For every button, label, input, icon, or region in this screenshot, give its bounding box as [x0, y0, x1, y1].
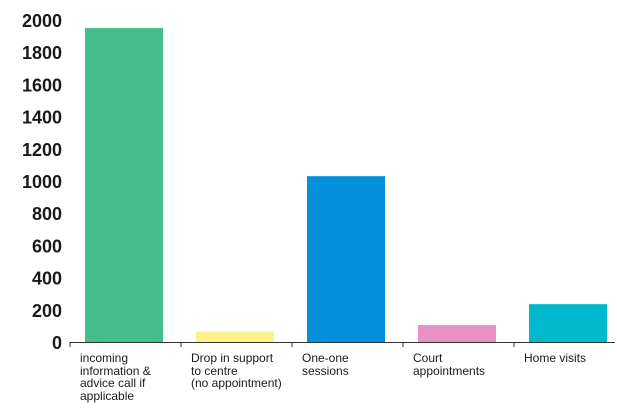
bar [418, 325, 496, 342]
y-tick-label: 1200 [22, 140, 62, 160]
bar [85, 28, 163, 343]
y-tick-label: 1400 [22, 108, 62, 128]
y-tick-label: 0 [52, 333, 62, 353]
y-tick-label: 1000 [22, 172, 62, 192]
x-axis [69, 342, 615, 347]
bars [85, 28, 607, 343]
y-tick-label: 400 [32, 269, 62, 289]
bar [307, 176, 385, 342]
y-axis-tick-labels: 0 200 400 600 800 1000 1200 1400 1600 1800 2000 [22, 11, 62, 353]
x-category-label: Home visits [524, 351, 587, 365]
y-tick-label: 600 [32, 236, 62, 256]
y-tick-label: 1800 [22, 43, 62, 63]
bar [529, 304, 607, 342]
y-tick-label: 1600 [22, 75, 62, 95]
y-tick-label: 800 [32, 204, 62, 224]
x-category-label: Court appointments [413, 351, 486, 378]
x-category-label: incoming information & advice call if ap… [80, 351, 151, 403]
y-tick-label: 2000 [22, 11, 62, 31]
x-category-label: One-one sessions [302, 351, 349, 378]
bar [196, 331, 274, 342]
y-tick-label: 200 [32, 301, 62, 321]
x-category-label: Drop in support to centre (no appointmen… [191, 351, 282, 390]
